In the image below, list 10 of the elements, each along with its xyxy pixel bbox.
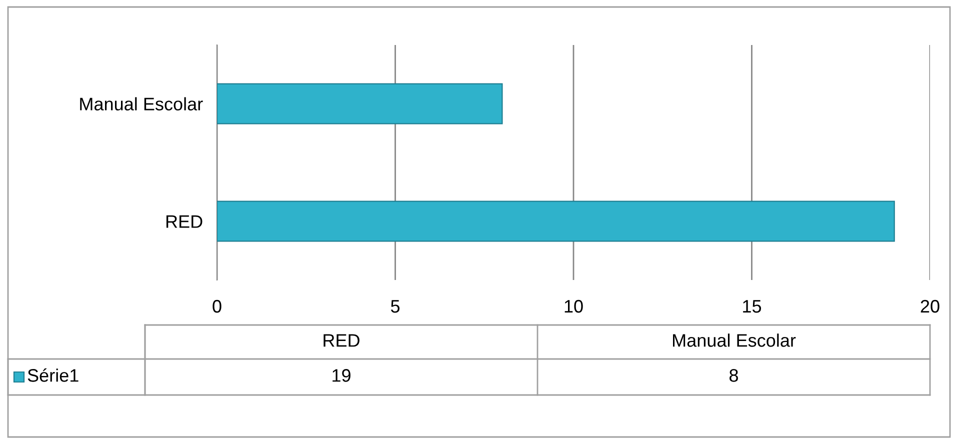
category-label: RED: [324, 334, 360, 347]
x-tick-label: 0: [212, 300, 222, 313]
data-label: 19: [332, 369, 350, 382]
x-tick-label: 15: [743, 300, 762, 313]
x-tick-label: 20: [920, 300, 940, 313]
x-tick-label: 5: [390, 300, 400, 313]
legend-label: Série1: [28, 368, 78, 382]
category-label: Manual Escolar: [673, 334, 796, 347]
x-tick-label: 10: [564, 300, 583, 313]
data-label: 8: [730, 369, 738, 382]
